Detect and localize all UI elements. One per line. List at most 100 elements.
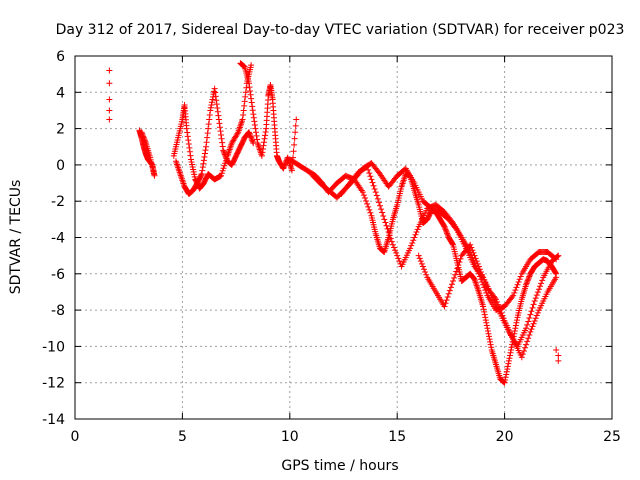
data-point	[202, 147, 209, 154]
data-point	[483, 282, 490, 289]
data-point	[444, 293, 451, 300]
data-point	[218, 131, 225, 138]
data-point	[441, 224, 448, 231]
data-point	[445, 290, 452, 297]
data-point	[199, 167, 206, 174]
data-point	[199, 164, 206, 171]
data-point	[483, 319, 490, 326]
data-point	[242, 93, 249, 100]
data-point	[212, 89, 219, 96]
data-point	[441, 223, 448, 230]
data-point	[517, 273, 524, 280]
data-point	[480, 274, 487, 281]
data-point	[222, 152, 229, 159]
data-point	[138, 129, 145, 136]
data-point	[448, 281, 455, 288]
data-point	[211, 85, 218, 92]
data-point	[470, 249, 477, 256]
data-point	[451, 274, 458, 281]
data-point	[184, 129, 191, 136]
data-point	[503, 368, 510, 375]
data-point	[519, 351, 526, 358]
data-point	[514, 281, 521, 288]
data-point	[254, 136, 261, 143]
data-point	[555, 252, 562, 259]
series-early-points	[106, 67, 113, 123]
data-point	[538, 280, 545, 287]
data-point	[454, 265, 461, 272]
data-point	[252, 129, 259, 136]
data-point	[494, 298, 501, 305]
data-point	[488, 344, 495, 351]
data-point	[214, 108, 221, 115]
data-point	[141, 137, 148, 144]
data-point	[410, 237, 417, 244]
data-point	[524, 321, 531, 328]
data-point	[248, 99, 255, 106]
data-point	[383, 222, 390, 229]
data-point	[472, 255, 479, 262]
data-point	[198, 172, 205, 179]
data-point	[367, 173, 374, 180]
data-point	[417, 258, 424, 265]
data-point	[442, 300, 449, 307]
data-point	[201, 153, 208, 160]
data-point	[526, 315, 533, 322]
data-point	[106, 67, 113, 74]
data-point	[527, 328, 534, 335]
data-point	[505, 357, 512, 364]
data-point	[553, 274, 560, 281]
data-point	[239, 116, 246, 123]
data-point	[408, 242, 415, 249]
data-point	[248, 136, 255, 143]
data-point	[395, 255, 402, 262]
data-point	[205, 125, 212, 132]
y-tick-label: -6	[51, 267, 65, 283]
data-point	[372, 189, 379, 196]
data-point	[288, 167, 295, 174]
data-point	[523, 325, 530, 332]
data-point	[414, 226, 421, 233]
data-point	[480, 303, 487, 310]
data-point	[374, 195, 381, 202]
data-point	[502, 374, 509, 381]
data-point	[142, 138, 149, 145]
data-point	[525, 274, 532, 281]
data-point	[469, 247, 476, 254]
data-point	[247, 91, 254, 98]
data-point	[183, 125, 190, 132]
data-point	[247, 131, 254, 138]
data-point	[484, 325, 491, 332]
data-point	[530, 301, 537, 308]
data-point	[382, 219, 389, 226]
axis-ticks: 0 5 10 15 20 25 -14 -12 -10 -8 -6 -4 -2 0 2 4 6	[42, 49, 621, 445]
data-point	[524, 338, 531, 345]
y-tick-label: -12	[42, 376, 65, 392]
series-track-h	[415, 241, 560, 361]
data-point	[140, 134, 147, 141]
data-point	[212, 93, 219, 100]
data-point	[523, 341, 530, 348]
data-point	[529, 304, 536, 311]
data-point	[381, 216, 388, 223]
data-point	[496, 304, 503, 311]
data-point	[534, 289, 541, 296]
data-point	[486, 333, 493, 340]
data-point	[387, 235, 394, 242]
x-axis-label: GPS time / hours	[281, 458, 398, 474]
data-point	[453, 268, 460, 275]
data-point	[477, 268, 484, 275]
data-point	[441, 303, 448, 310]
data-point	[447, 284, 454, 291]
data-point	[206, 116, 213, 123]
y-tick-label: -4	[51, 231, 65, 247]
data-point	[526, 273, 533, 280]
data-point	[262, 129, 269, 136]
data-point	[368, 176, 375, 183]
data-point	[219, 143, 226, 150]
data-point	[384, 225, 391, 232]
data-point	[364, 200, 371, 207]
data-point	[418, 260, 425, 267]
data-point	[259, 146, 266, 153]
